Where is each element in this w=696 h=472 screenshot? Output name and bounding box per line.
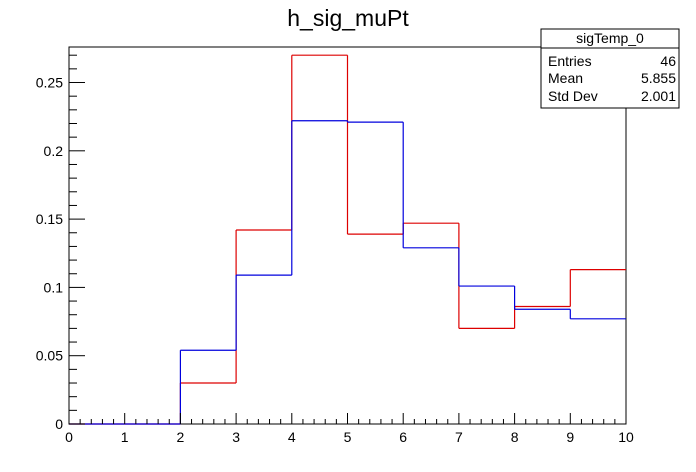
y-tick-label: 0.25: [36, 75, 63, 91]
histogram-series-2: [69, 120, 626, 425]
y-tick-label: 0.05: [36, 348, 63, 364]
stats-box: sigTemp_0 Entries 46 Mean 5.855 Std Dev …: [540, 28, 680, 109]
x-tick-label: 8: [511, 429, 519, 445]
x-tick-label: 5: [344, 429, 352, 445]
x-tick-label: 1: [121, 429, 129, 445]
series-layer: [69, 54, 626, 425]
x-tick-label: 7: [455, 429, 463, 445]
stats-box-frame: [540, 28, 680, 109]
y-tick-label: 0.15: [36, 211, 63, 227]
stats-stddev-value: 2.001: [641, 88, 676, 104]
y-tick-label: 0.1: [44, 279, 64, 295]
histogram-series-1: [69, 54, 626, 425]
x-tick-label: 4: [288, 429, 296, 445]
stats-mean-label: Mean: [548, 70, 583, 86]
stats-entries-label: Entries: [548, 53, 592, 69]
x-tick-label: 6: [399, 429, 407, 445]
x-tick-label: 9: [566, 429, 574, 445]
stats-entries-value: 46: [660, 53, 676, 69]
x-tick-label: 2: [177, 429, 185, 445]
x-axis: 0 1 2 3 4 5 6 7 8 9 10: [65, 413, 634, 445]
stats-box-title: sigTemp_0: [576, 30, 644, 46]
stats-stddev-label: Std Dev: [548, 88, 598, 104]
stats-mean-value: 5.855: [641, 70, 676, 86]
y-tick-label: 0: [55, 416, 63, 432]
x-tick-label: 0: [65, 429, 73, 445]
y-tick-label: 0.2: [44, 143, 64, 159]
y-axis: 0 0.05 0.1 0.15 0.2 0.25: [36, 54, 85, 432]
chart-title: h_sig_muPt: [287, 5, 409, 31]
x-tick-label: 3: [232, 429, 240, 445]
x-tick-label: 10: [618, 429, 634, 445]
